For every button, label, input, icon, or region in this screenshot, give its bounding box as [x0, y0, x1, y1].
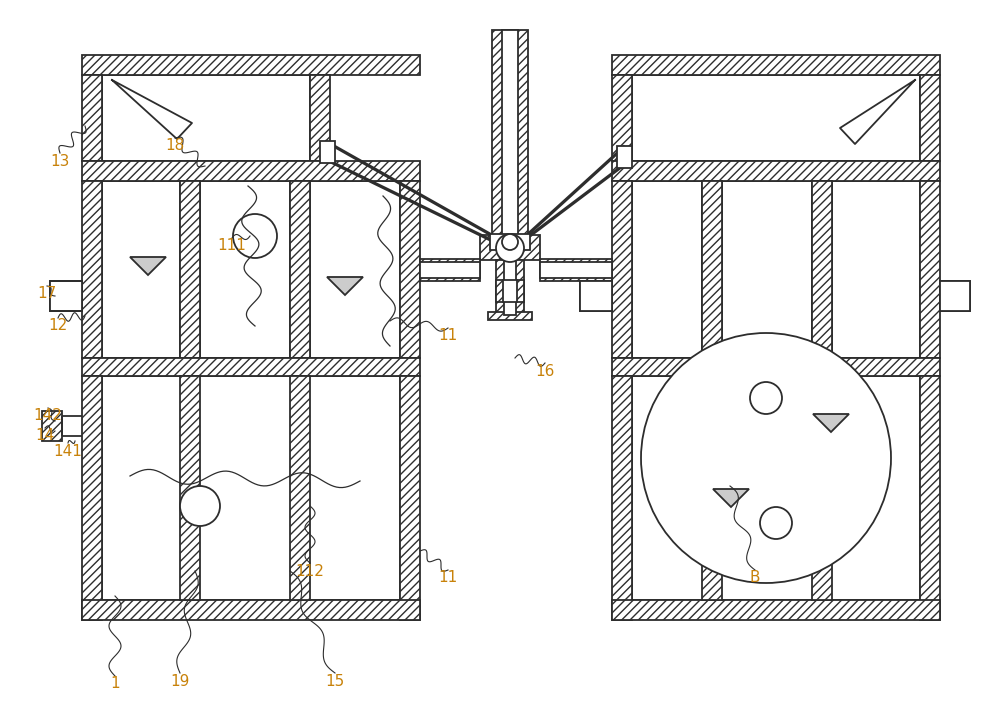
Bar	[612, 181, 632, 358]
Text: 19: 19	[170, 674, 190, 688]
Text: 11: 11	[438, 328, 458, 343]
Bar	[310, 181, 400, 358]
Bar	[612, 600, 940, 620]
Polygon shape	[112, 80, 192, 139]
Bar	[832, 181, 920, 358]
Bar	[490, 234, 530, 250]
Bar	[612, 376, 632, 620]
Bar	[420, 262, 480, 278]
Bar	[180, 376, 200, 600]
Bar	[290, 181, 310, 358]
Bar	[580, 281, 612, 311]
Bar	[50, 281, 82, 311]
Bar	[612, 161, 940, 181]
Bar	[920, 376, 940, 620]
Polygon shape	[327, 277, 363, 295]
Bar	[940, 281, 970, 311]
Circle shape	[760, 507, 792, 539]
Bar	[82, 358, 420, 376]
Bar	[102, 75, 310, 161]
Bar	[82, 161, 420, 181]
Bar	[632, 376, 920, 600]
Text: 11: 11	[438, 571, 458, 585]
Circle shape	[502, 234, 518, 250]
Bar	[492, 30, 528, 240]
Text: 111: 111	[218, 239, 246, 253]
Bar	[540, 259, 612, 281]
Text: 1: 1	[110, 677, 120, 691]
Bar	[420, 259, 480, 281]
Bar	[50, 281, 82, 311]
Circle shape	[233, 214, 277, 258]
Bar	[496, 260, 524, 315]
Bar	[632, 181, 702, 358]
Bar	[102, 376, 400, 600]
Bar	[400, 181, 420, 358]
Bar	[400, 376, 420, 620]
Text: 12: 12	[48, 319, 68, 333]
Bar	[502, 30, 518, 240]
Bar	[82, 181, 102, 358]
Text: 17: 17	[37, 287, 57, 301]
Bar	[612, 358, 940, 376]
Bar	[617, 146, 632, 168]
Bar	[920, 75, 940, 161]
Text: 14: 14	[35, 428, 55, 444]
Text: 141: 141	[54, 444, 82, 459]
Bar	[812, 376, 832, 600]
Bar	[612, 75, 632, 161]
Bar	[632, 75, 920, 161]
Bar	[612, 55, 940, 75]
Polygon shape	[813, 414, 849, 432]
Bar	[722, 181, 812, 358]
Bar	[812, 181, 832, 358]
Bar	[82, 55, 420, 75]
Bar	[310, 75, 330, 161]
Bar	[940, 281, 970, 311]
Circle shape	[180, 486, 220, 526]
Bar	[920, 181, 940, 358]
Bar	[290, 376, 310, 600]
Polygon shape	[840, 80, 915, 144]
Bar	[504, 260, 516, 315]
Text: 16: 16	[535, 364, 555, 378]
Bar	[488, 312, 532, 320]
Bar	[480, 235, 540, 260]
Text: 112: 112	[296, 563, 324, 579]
Bar	[320, 141, 335, 163]
Bar	[180, 181, 200, 358]
Bar	[580, 281, 612, 311]
Bar	[540, 262, 612, 278]
Bar	[702, 376, 722, 600]
Circle shape	[496, 234, 524, 262]
Bar	[82, 376, 102, 620]
Bar	[82, 75, 102, 161]
Polygon shape	[713, 489, 749, 507]
Bar	[503, 280, 517, 302]
Text: B: B	[750, 571, 760, 585]
Bar	[200, 181, 290, 358]
Text: 15: 15	[325, 674, 345, 688]
Bar	[42, 411, 62, 441]
Circle shape	[641, 333, 891, 583]
Text: 18: 18	[165, 139, 185, 153]
Polygon shape	[130, 257, 166, 275]
Text: 13: 13	[50, 153, 70, 168]
Bar	[102, 181, 180, 358]
Text: 142: 142	[34, 409, 62, 423]
Bar	[702, 181, 722, 358]
Bar	[82, 600, 420, 620]
Circle shape	[750, 382, 782, 414]
Bar	[496, 280, 524, 302]
